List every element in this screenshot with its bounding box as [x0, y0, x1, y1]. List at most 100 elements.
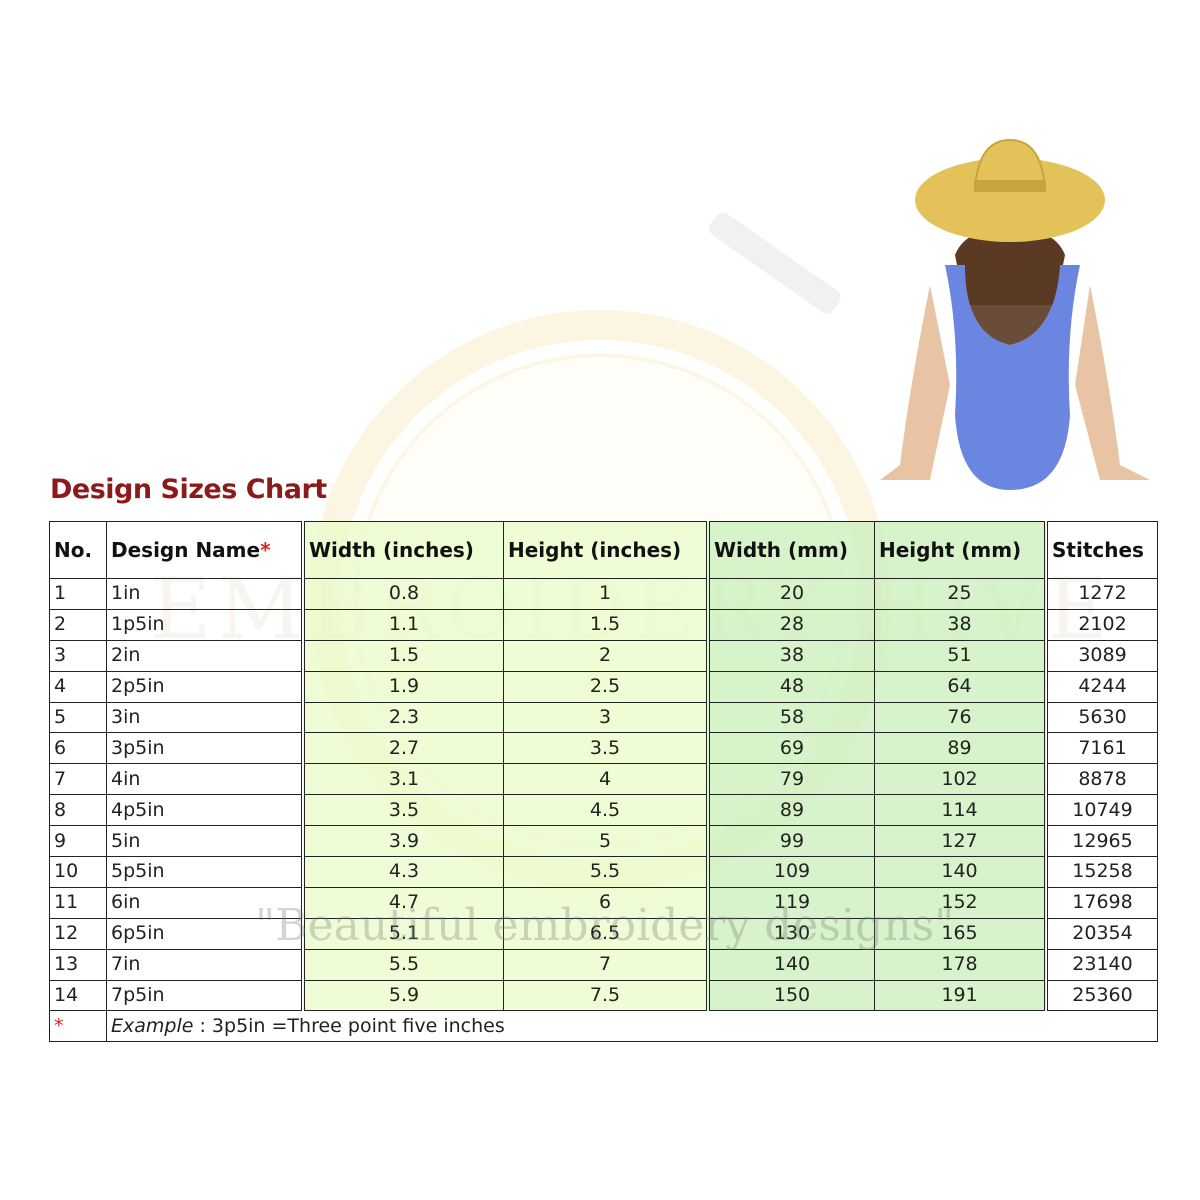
cell-height-mm: 127: [874, 825, 1047, 858]
cell-height-mm: 25: [874, 578, 1047, 610]
cell-width-mm: 89: [706, 794, 875, 827]
cell-width-mm: 69: [706, 732, 875, 765]
cell-height-mm: 51: [874, 639, 1047, 672]
cell-stitches: 3089: [1044, 639, 1158, 672]
cell-no: 3: [49, 639, 107, 672]
cell-stitches: 4244: [1044, 670, 1158, 703]
cell-height-inches: 4: [503, 763, 709, 796]
table-row: 1 1in 0.8 1 20 25 1272: [49, 578, 1158, 610]
cell-width-inches: 0.8: [301, 578, 504, 610]
cell-stitches: 1272: [1044, 578, 1158, 610]
cell-no: 12: [49, 917, 107, 950]
cell-width-mm: 20: [706, 578, 875, 610]
cell-width-mm: 130: [706, 917, 875, 950]
cell-design-name: 6p5in: [106, 917, 304, 950]
cell-stitches: 15258: [1044, 856, 1158, 888]
cell-no: 5: [49, 701, 107, 734]
cell-width-inches: 3.5: [301, 794, 504, 827]
cell-height-inches: 3.5: [503, 732, 709, 765]
cell-height-mm: 38: [874, 608, 1047, 641]
page-title: Design Sizes Chart: [50, 474, 327, 505]
cell-height-inches: 1.5: [503, 608, 709, 641]
cell-stitches: 25360: [1044, 979, 1158, 1012]
cell-design-name: 1in: [106, 578, 304, 610]
cell-design-name: 3in: [106, 701, 304, 734]
cell-width-inches: 4.3: [301, 856, 504, 888]
cell-width-inches: 2.3: [301, 701, 504, 734]
cell-design-name: 4p5in: [106, 794, 304, 827]
cell-stitches: 17698: [1044, 886, 1158, 919]
header-width-mm: Width (mm): [706, 521, 875, 579]
cell-design-name: 7in: [106, 948, 304, 981]
cell-height-mm: 89: [874, 732, 1047, 765]
cell-height-mm: 102: [874, 763, 1047, 796]
table-header-row: No. Design Name* Width (inches) Height (…: [49, 521, 1158, 579]
cell-height-inches: 6.5: [503, 917, 709, 950]
cell-stitches: 2102: [1044, 608, 1158, 641]
cell-no: 6: [49, 732, 107, 765]
cell-stitches: 12965: [1044, 825, 1158, 858]
footnote-body: : 3p5in =Three point five inches: [193, 1014, 505, 1037]
cell-stitches: 20354: [1044, 917, 1158, 950]
cell-width-mm: 99: [706, 825, 875, 858]
cell-design-name: 1p5in: [106, 608, 304, 641]
cell-height-inches: 1: [503, 578, 709, 610]
table-row: 13 7in 5.5 7 140 178 23140: [49, 948, 1158, 981]
cell-no: 10: [49, 856, 107, 888]
cell-width-inches: 3.1: [301, 763, 504, 796]
cell-design-name: 6in: [106, 886, 304, 919]
cell-width-mm: 38: [706, 639, 875, 672]
cell-width-mm: 109: [706, 856, 875, 888]
cell-stitches: 7161: [1044, 732, 1158, 765]
cell-design-name: 5in: [106, 825, 304, 858]
cell-height-mm: 165: [874, 917, 1047, 950]
cell-height-mm: 140: [874, 856, 1047, 888]
cell-width-mm: 28: [706, 608, 875, 641]
table-row: 11 6in 4.7 6 119 152 17698: [49, 886, 1158, 919]
cell-design-name: 2p5in: [106, 670, 304, 703]
cell-design-name: 5p5in: [106, 856, 304, 888]
cell-no: 2: [49, 608, 107, 641]
cell-width-inches: 2.7: [301, 732, 504, 765]
cell-width-inches: 1.9: [301, 670, 504, 703]
cell-no: 14: [49, 979, 107, 1012]
cell-width-inches: 3.9: [301, 825, 504, 858]
cell-height-inches: 2: [503, 639, 709, 672]
table-row: 12 6p5in 5.1 6.5 130 165 20354: [49, 917, 1158, 950]
table-row: 10 5p5in 4.3 5.5 109 140 15258: [49, 856, 1158, 888]
cell-height-mm: 178: [874, 948, 1047, 981]
cell-width-inches: 1.5: [301, 639, 504, 672]
cell-stitches: 23140: [1044, 948, 1158, 981]
cell-height-inches: 7.5: [503, 979, 709, 1012]
cell-width-mm: 140: [706, 948, 875, 981]
cell-stitches: 10749: [1044, 794, 1158, 827]
cell-height-inches: 7: [503, 948, 709, 981]
cell-width-inches: 4.7: [301, 886, 504, 919]
header-no: No.: [49, 521, 107, 579]
cell-height-mm: 64: [874, 670, 1047, 703]
cell-stitches: 8878: [1044, 763, 1158, 796]
table-row: 4 2p5in 1.9 2.5 48 64 4244: [49, 670, 1158, 703]
cell-width-mm: 119: [706, 886, 875, 919]
cell-width-mm: 150: [706, 979, 875, 1012]
cell-height-inches: 4.5: [503, 794, 709, 827]
cell-design-name: 2in: [106, 639, 304, 672]
table-row: 14 7p5in 5.9 7.5 150 191 25360: [49, 979, 1158, 1012]
cell-height-inches: 5.5: [503, 856, 709, 888]
cell-height-mm: 191: [874, 979, 1047, 1012]
cell-height-mm: 114: [874, 794, 1047, 827]
table-row: 8 4p5in 3.5 4.5 89 114 10749: [49, 794, 1158, 827]
design-sizes-table: No. Design Name* Width (inches) Height (…: [49, 521, 1158, 1043]
table-row: 7 4in 3.1 4 79 102 8878: [49, 763, 1158, 796]
cell-height-mm: 152: [874, 886, 1047, 919]
cell-design-name: 3p5in: [106, 732, 304, 765]
cell-no: 13: [49, 948, 107, 981]
cell-height-inches: 5: [503, 825, 709, 858]
table-row: 2 1p5in 1.1 1.5 28 38 2102: [49, 608, 1158, 641]
cell-width-inches: 5.1: [301, 917, 504, 950]
footnote-label: Example: [111, 1014, 194, 1037]
table-row: 5 3in 2.3 3 58 76 5630: [49, 701, 1158, 734]
cell-width-mm: 48: [706, 670, 875, 703]
cell-no: 8: [49, 794, 107, 827]
cell-design-name: 7p5in: [106, 979, 304, 1012]
